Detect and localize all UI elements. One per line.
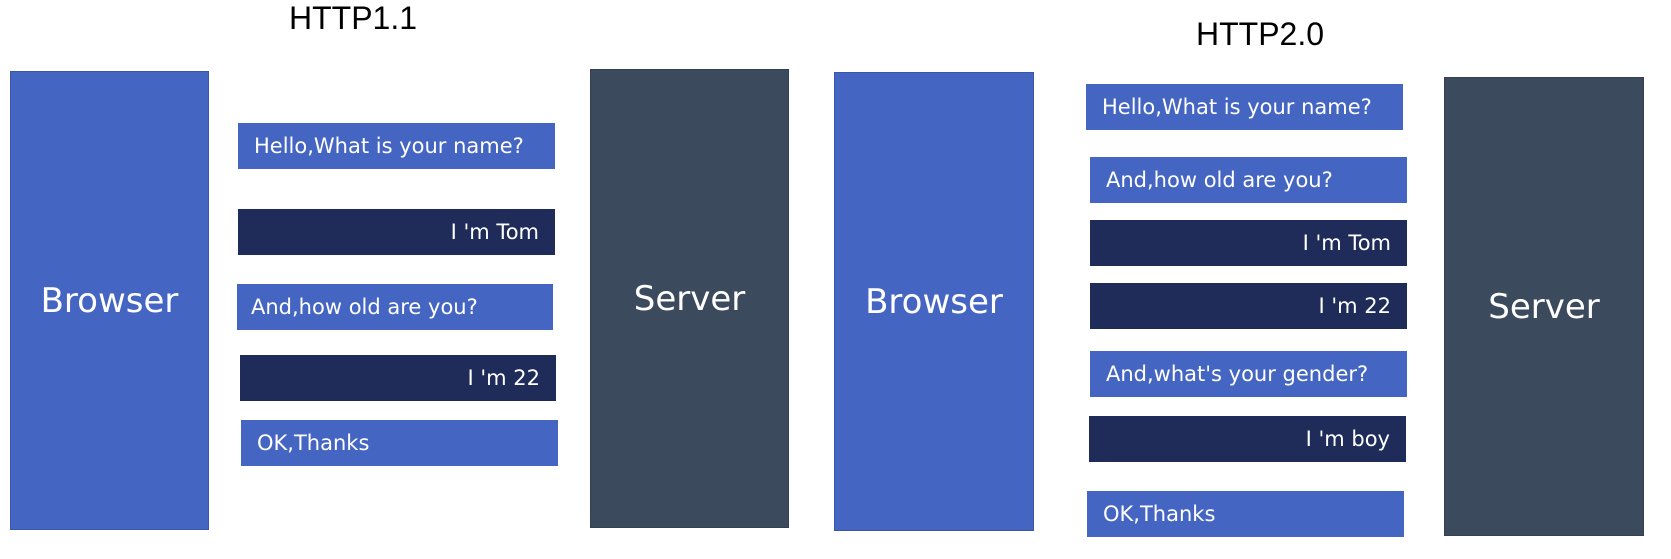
http11-message: Hello,What is your name? [238,123,555,169]
http20-message: I 'm Tom [1090,220,1407,266]
http20-message: OK,Thanks [1087,491,1404,537]
http11-message: I 'm Tom [238,209,555,255]
http11-server-box: Server [590,69,789,528]
http20-message: I 'm boy [1089,416,1406,462]
http20-server-label: Server [1488,286,1600,327]
http20-message: Hello,What is your name? [1086,84,1403,130]
http11-title: HTTP1.1 [289,0,418,36]
http20-title: HTTP2.0 [1196,16,1325,52]
http20-browser-label: Browser [865,281,1003,322]
http11-browser-box: Browser [10,71,209,530]
http11-server-label: Server [633,278,746,319]
http11-browser-label: Browser [40,280,179,321]
http11-message: And,how old are you? [237,284,553,330]
http20-browser-box: Browser [834,72,1034,531]
http11-message: OK,Thanks [241,420,558,466]
http20-message: And,how old are you? [1090,157,1407,203]
http20-server-box: Server [1444,77,1644,536]
http20-message: And,what's your gender? [1090,351,1407,397]
http11-message: I 'm 22 [240,355,556,401]
http20-message: I 'm 22 [1090,283,1407,329]
